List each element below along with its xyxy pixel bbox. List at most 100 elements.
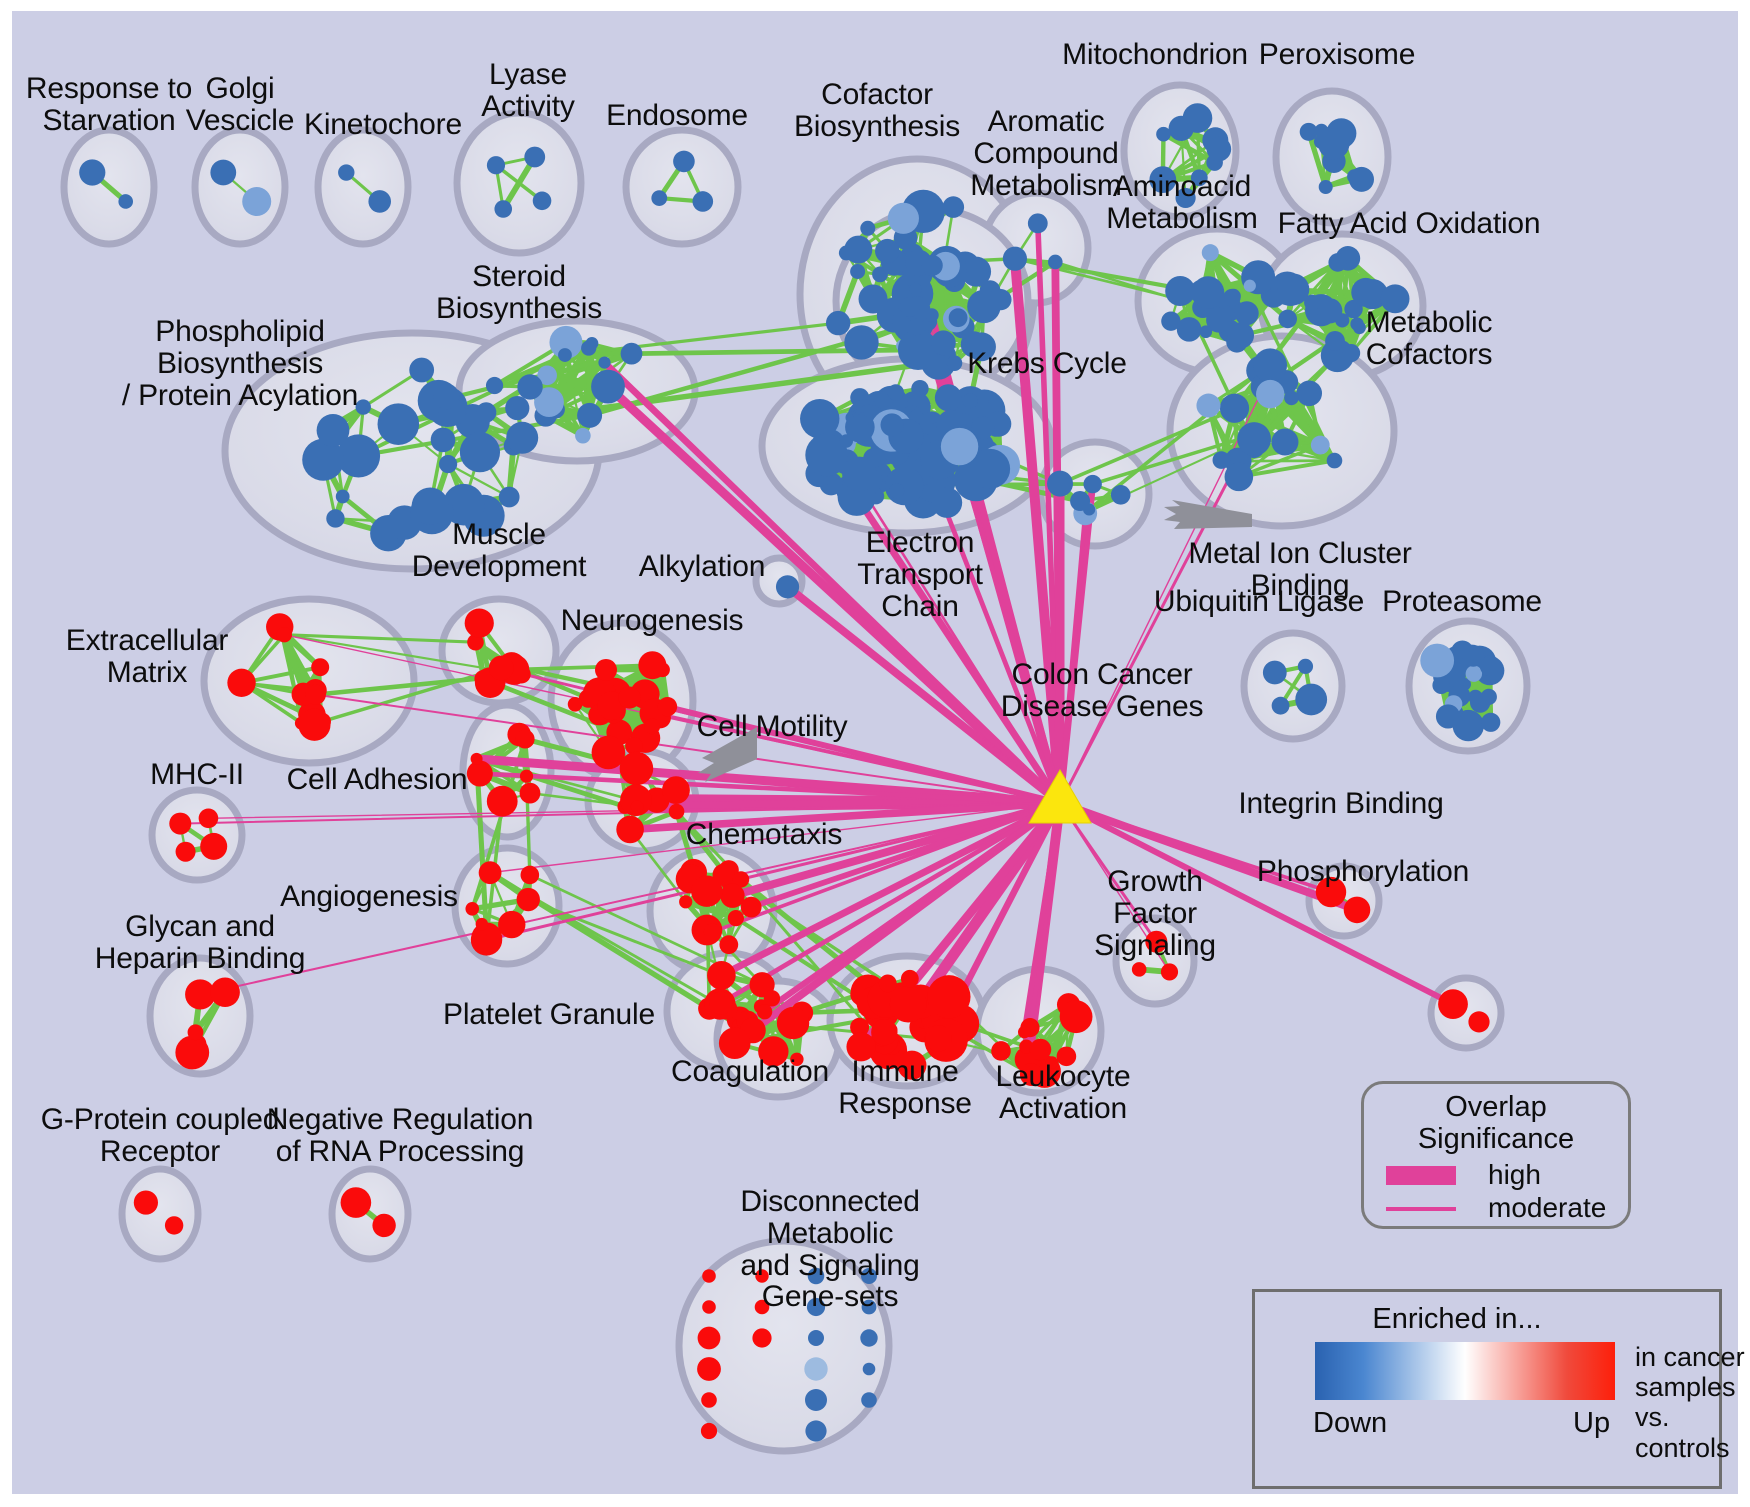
gene-set-node[interactable] bbox=[1131, 962, 1147, 977]
gene-set-node[interactable] bbox=[889, 985, 927, 1023]
gene-set-node[interactable] bbox=[368, 190, 392, 213]
gene-set-node[interactable] bbox=[1027, 213, 1048, 234]
gene-set-node[interactable] bbox=[697, 1326, 721, 1350]
gene-set-node[interactable] bbox=[775, 575, 800, 599]
gene-set-node[interactable] bbox=[338, 164, 355, 181]
gene-set-node[interactable] bbox=[1176, 317, 1202, 342]
gene-set-node[interactable] bbox=[703, 923, 721, 941]
gene-set-node[interactable] bbox=[1160, 963, 1179, 981]
gene-set-node[interactable] bbox=[1149, 166, 1177, 194]
gene-set-node[interactable] bbox=[940, 427, 979, 466]
gene-set-node[interactable] bbox=[860, 1329, 878, 1347]
gene-set-node[interactable] bbox=[1315, 876, 1347, 908]
gene-set-node[interactable] bbox=[1029, 1038, 1052, 1061]
gene-set-node[interactable] bbox=[1326, 452, 1343, 469]
gene-set-node[interactable] bbox=[1480, 688, 1497, 705]
gene-set-node[interactable] bbox=[679, 895, 693, 909]
gene-set-node[interactable] bbox=[625, 737, 643, 755]
gene-set-node[interactable] bbox=[970, 267, 987, 284]
gene-set-node[interactable] bbox=[900, 296, 921, 317]
gene-set-node[interactable] bbox=[1019, 1063, 1043, 1087]
gene-set-node[interactable] bbox=[575, 427, 591, 444]
gene-set-node[interactable] bbox=[844, 235, 873, 264]
gene-set-node[interactable] bbox=[1343, 896, 1371, 924]
gene-set-node[interactable] bbox=[433, 383, 460, 410]
gene-set-node[interactable] bbox=[598, 356, 611, 369]
gene-set-node[interactable] bbox=[763, 990, 781, 1007]
gene-set-node[interactable] bbox=[439, 454, 458, 474]
gene-set-node[interactable] bbox=[618, 686, 641, 709]
gene-set-node[interactable] bbox=[1059, 1000, 1093, 1034]
gene-set-node[interactable] bbox=[720, 883, 745, 908]
gene-set-node[interactable] bbox=[242, 186, 272, 216]
gene-set-node[interactable] bbox=[942, 196, 965, 218]
gene-set-node[interactable] bbox=[1420, 643, 1455, 678]
gene-set-node[interactable] bbox=[931, 487, 963, 518]
gene-set-node[interactable] bbox=[844, 325, 879, 360]
gene-set-node[interactable] bbox=[1310, 435, 1330, 455]
gene-set-node[interactable] bbox=[1056, 1046, 1077, 1067]
gene-set-node[interactable] bbox=[558, 348, 572, 362]
gene-set-node[interactable] bbox=[532, 191, 552, 211]
gene-set-node[interactable] bbox=[1234, 301, 1259, 326]
gene-set-node[interactable] bbox=[118, 194, 134, 209]
gene-set-node[interactable] bbox=[175, 1035, 210, 1070]
gene-set-node[interactable] bbox=[506, 421, 539, 454]
gene-set-node[interactable] bbox=[889, 483, 905, 499]
gene-set-node[interactable] bbox=[897, 329, 939, 371]
gene-set-node[interactable] bbox=[700, 1422, 718, 1440]
gene-set-node[interactable] bbox=[316, 413, 350, 447]
gene-set-node[interactable] bbox=[754, 1299, 770, 1315]
gene-set-node[interactable] bbox=[756, 1003, 773, 1020]
gene-set-node[interactable] bbox=[727, 910, 744, 927]
gene-set-node[interactable] bbox=[475, 402, 497, 423]
gene-set-node[interactable] bbox=[516, 887, 540, 912]
gene-set-node[interactable] bbox=[850, 1017, 870, 1037]
gene-set-node[interactable] bbox=[1227, 322, 1255, 349]
gene-set-node[interactable] bbox=[1435, 704, 1461, 729]
gene-set-node[interactable] bbox=[1357, 279, 1388, 310]
gene-set-node[interactable] bbox=[619, 751, 654, 786]
gene-set-node[interactable] bbox=[1191, 276, 1225, 309]
gene-set-node[interactable] bbox=[878, 974, 897, 993]
gene-set-node[interactable] bbox=[498, 486, 520, 508]
gene-set-node[interactable] bbox=[470, 924, 503, 956]
gene-set-node[interactable] bbox=[862, 1362, 876, 1376]
gene-set-node[interactable] bbox=[505, 395, 530, 421]
gene-set-node[interactable] bbox=[962, 393, 978, 409]
gene-set-node[interactable] bbox=[805, 1420, 827, 1442]
gene-set-node[interactable] bbox=[1145, 930, 1168, 953]
gene-set-node[interactable] bbox=[673, 150, 695, 173]
gene-set-node[interactable] bbox=[858, 284, 888, 314]
gene-set-node[interactable] bbox=[971, 416, 995, 440]
gene-set-node[interactable] bbox=[1110, 484, 1131, 505]
gene-set-node[interactable] bbox=[520, 865, 540, 885]
gene-set-node[interactable] bbox=[591, 369, 625, 404]
gene-set-node[interactable] bbox=[921, 254, 943, 276]
gene-set-node[interactable] bbox=[475, 917, 489, 931]
gene-set-node[interactable] bbox=[1295, 683, 1328, 716]
gene-set-node[interactable] bbox=[805, 1389, 827, 1411]
gene-set-node[interactable] bbox=[164, 1216, 184, 1235]
gene-set-node[interactable] bbox=[311, 658, 330, 677]
gene-set-node[interactable] bbox=[884, 466, 924, 506]
gene-set-node[interactable] bbox=[934, 384, 962, 412]
gene-set-node[interactable] bbox=[1479, 655, 1501, 677]
gene-set-node[interactable] bbox=[591, 735, 626, 770]
gene-set-node[interactable] bbox=[200, 832, 228, 860]
gene-set-node[interactable] bbox=[1481, 712, 1501, 732]
gene-set-node[interactable] bbox=[644, 718, 661, 735]
gene-set-node[interactable] bbox=[732, 871, 750, 888]
gene-set-node[interactable] bbox=[1182, 103, 1213, 133]
gene-set-node[interactable] bbox=[519, 782, 541, 804]
gene-set-node[interactable] bbox=[1047, 470, 1074, 497]
gene-set-node[interactable] bbox=[861, 1392, 877, 1408]
gene-set-node[interactable] bbox=[534, 387, 564, 418]
gene-set-node[interactable] bbox=[175, 841, 196, 862]
gene-set-node[interactable] bbox=[1349, 166, 1375, 192]
gene-set-node[interactable] bbox=[515, 729, 535, 749]
gene-set-node[interactable] bbox=[846, 414, 875, 443]
gene-set-node[interactable] bbox=[927, 975, 971, 1019]
gene-set-node[interactable] bbox=[1206, 136, 1232, 162]
gene-set-node[interactable] bbox=[702, 1300, 716, 1314]
